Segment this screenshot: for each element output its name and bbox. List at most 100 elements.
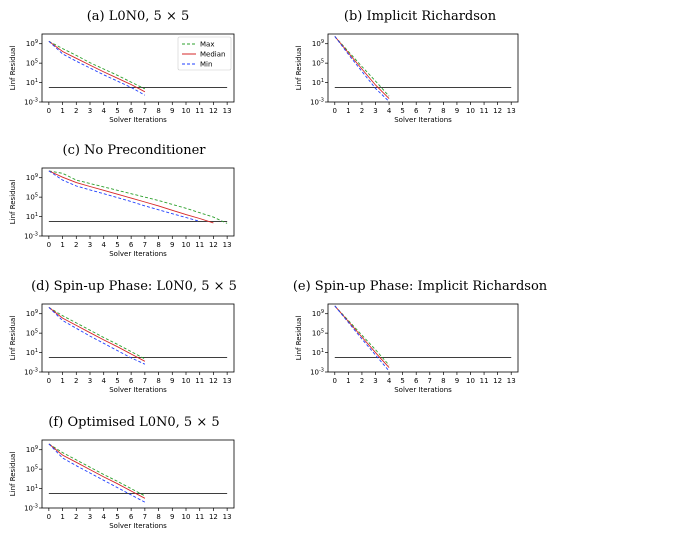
series-line-min [48, 307, 146, 365]
x-tick-label: 7 [143, 241, 147, 249]
x-tick-label: 4 [387, 107, 392, 115]
series-line-min [48, 443, 146, 503]
series-line-max [48, 307, 146, 360]
x-tick-label: 11 [195, 377, 204, 385]
x-tick-label: 2 [360, 377, 364, 385]
chart-title: (c) No Preconditioner [63, 143, 207, 158]
chart-panel-5: (e) Spin-up Phase: Implicit Richardson 0 1… [293, 279, 548, 394]
x-tick-label: 7 [143, 377, 147, 385]
x-tick-label: 7 [428, 377, 432, 385]
series-line-max [48, 170, 228, 224]
y-tick-label: 101 [26, 484, 38, 493]
x-tick-label: 13 [507, 107, 516, 115]
y-tick-label: 109 [312, 39, 324, 48]
x-tick-label: 0 [47, 107, 51, 115]
x-tick-label: 7 [143, 107, 147, 115]
x-tick-label: 11 [195, 241, 204, 249]
series-line-max [48, 40, 146, 90]
x-tick-label: 11 [195, 107, 204, 115]
x-tick-label: 12 [209, 241, 218, 249]
y-tick-label: 105 [26, 329, 38, 338]
x-tick-label: 4 [387, 377, 392, 385]
series-line-max [48, 443, 146, 497]
x-axis-label: Solver Iterations [394, 116, 452, 124]
x-tick-label: 6 [414, 107, 419, 115]
series-line-median [48, 307, 146, 362]
x-tick-label: 6 [129, 513, 134, 521]
series-line-median [334, 305, 390, 368]
x-tick-label: 12 [209, 377, 218, 385]
x-tick-label: 6 [414, 377, 419, 385]
series-line-min [48, 170, 200, 222]
x-tick-label: 2 [74, 241, 78, 249]
y-tick-label: 10-3 [310, 98, 324, 107]
y-tick-label: 109 [26, 445, 38, 454]
x-tick-label: 13 [223, 513, 232, 521]
y-tick-label: 101 [26, 212, 38, 221]
y-tick-label: 101 [312, 348, 324, 357]
x-tick-label: 2 [74, 377, 78, 385]
chart-title: (f) Optimised L0N0, 5 × 5 [48, 415, 219, 430]
x-tick-label: 1 [60, 241, 64, 249]
x-tick-label: 3 [88, 377, 92, 385]
x-tick-label: 5 [400, 107, 404, 115]
x-tick-label: 9 [170, 377, 174, 385]
x-axis-label: Solver Iterations [394, 386, 452, 394]
x-tick-label: 1 [346, 107, 350, 115]
x-tick-label: 0 [47, 241, 51, 249]
x-tick-label: 3 [88, 241, 92, 249]
x-tick-label: 7 [143, 513, 147, 521]
x-tick-label: 0 [47, 377, 51, 385]
y-tick-label: 105 [26, 193, 38, 202]
y-tick-label: 10-3 [24, 232, 38, 241]
x-tick-label: 10 [466, 107, 475, 115]
series-line-min [48, 40, 146, 96]
x-tick-label: 12 [209, 107, 218, 115]
series-line-min [334, 305, 390, 372]
x-tick-label: 9 [170, 241, 174, 249]
x-tick-label: 5 [400, 377, 404, 385]
x-tick-label: 1 [60, 513, 64, 521]
x-axis-label: Solver Iterations [109, 250, 167, 258]
y-tick-label: 101 [312, 78, 324, 87]
x-tick-label: 3 [373, 107, 377, 115]
x-tick-label: 12 [493, 107, 502, 115]
x-tick-label: 3 [88, 513, 92, 521]
y-tick-label: 109 [26, 173, 38, 182]
y-axis-label: Linf Residual [9, 180, 17, 225]
y-tick-label: 101 [26, 348, 38, 357]
series-line-max [334, 305, 390, 366]
x-tick-label: 8 [156, 107, 160, 115]
x-tick-label: 13 [223, 377, 232, 385]
series-line-median [48, 40, 146, 93]
y-axis-label: Linf Residual [295, 46, 303, 91]
x-tick-label: 5 [115, 241, 119, 249]
x-tick-label: 12 [493, 377, 502, 385]
x-axis-label: Solver Iterations [109, 522, 167, 530]
x-tick-label: 10 [182, 377, 191, 385]
x-tick-label: 10 [182, 241, 191, 249]
x-tick-label: 8 [441, 377, 445, 385]
series-line-median [48, 170, 214, 224]
y-tick-label: 101 [26, 78, 38, 87]
y-tick-label: 10-3 [24, 98, 38, 107]
x-tick-label: 4 [101, 107, 106, 115]
x-tick-label: 10 [466, 377, 475, 385]
legend-label: Max [200, 41, 214, 49]
y-tick-label: 105 [26, 59, 38, 68]
legend-box [177, 36, 232, 71]
chart-panel-1: (a) L0N0, 5 × 50 1 2 3 4 5 6 7 8 9 10 11 12 131091051… [9, 9, 235, 124]
x-tick-label: 5 [115, 377, 119, 385]
x-tick-label: 1 [60, 377, 64, 385]
y-tick-label: 109 [26, 39, 38, 48]
x-tick-label: 10 [182, 513, 191, 521]
x-tick-label: 13 [507, 377, 516, 385]
x-tick-label: 1 [60, 107, 64, 115]
plot-frame [41, 167, 235, 237]
y-tick-label: 10-3 [24, 368, 38, 377]
x-tick-label: 6 [129, 241, 134, 249]
x-tick-label: 11 [480, 377, 489, 385]
chart-panel-4: (d) Spin-up Phase: L0N0, 5 × 50 1 2 3 4 5 6 7 8 9… [9, 279, 237, 394]
x-tick-label: 7 [428, 107, 432, 115]
